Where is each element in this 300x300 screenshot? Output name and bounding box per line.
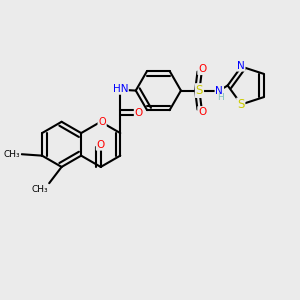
Text: HN: HN bbox=[112, 84, 128, 94]
Text: N: N bbox=[237, 61, 245, 71]
Text: N: N bbox=[215, 85, 223, 96]
Text: H: H bbox=[217, 93, 224, 102]
Text: O: O bbox=[97, 140, 105, 150]
Text: O: O bbox=[198, 107, 206, 117]
Text: O: O bbox=[198, 64, 206, 74]
Text: O: O bbox=[135, 108, 143, 118]
Text: S: S bbox=[237, 98, 244, 112]
Text: CH₃: CH₃ bbox=[32, 185, 48, 194]
Text: CH₃: CH₃ bbox=[4, 150, 20, 159]
Text: O: O bbox=[98, 117, 106, 127]
Text: S: S bbox=[196, 84, 203, 97]
